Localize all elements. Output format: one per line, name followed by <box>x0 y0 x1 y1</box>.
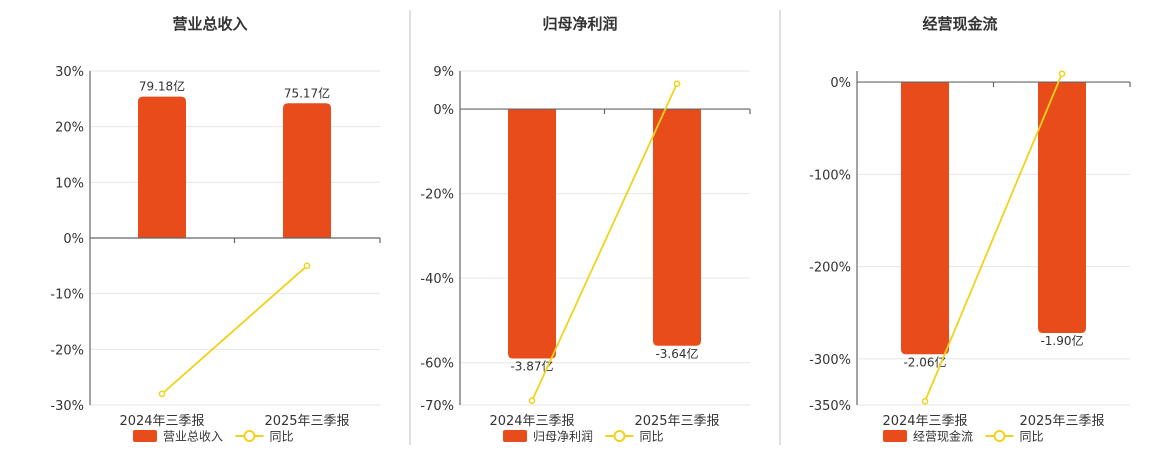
y-tick-label: 10% <box>55 176 84 191</box>
x-tick-label: 2025年三季报 <box>264 414 349 429</box>
x-tick-label: 2025年三季报 <box>1019 414 1104 429</box>
legend-line-label: 同比 <box>640 430 664 444</box>
bar-data-label: -1.90亿 <box>1040 333 1083 348</box>
legend-line-label: 同比 <box>1020 430 1044 444</box>
y-tick-label: -100% <box>809 168 851 183</box>
bar-data-label: -3.64亿 <box>655 346 698 361</box>
y-tick-label: 30% <box>55 65 84 80</box>
y-tick-label: -300% <box>809 353 851 368</box>
y-tick-label: -30% <box>50 399 84 414</box>
yoy-point <box>303 262 311 270</box>
yoy-line <box>531 83 678 402</box>
bar <box>1038 82 1086 334</box>
y-tick-label: -200% <box>809 261 851 276</box>
y-tick-label: -350% <box>809 399 851 414</box>
y-tick-label: 0% <box>433 103 454 118</box>
y-tick-label: 9% <box>433 65 454 80</box>
y-tick-label: 0% <box>63 232 84 247</box>
y-tick-label: -20% <box>420 188 454 203</box>
legend-line-marker <box>613 430 626 442</box>
y-tick-label: -60% <box>420 357 454 372</box>
x-tick-label: 2025年三季报 <box>634 414 719 429</box>
y-tick-label: -20% <box>50 343 84 358</box>
legend-bar-swatch <box>883 430 907 442</box>
legend-bar-label: 归母净利润 <box>533 430 593 444</box>
yoy-point <box>673 80 681 88</box>
chart-panel-2: 归母净利润 9% 0% -20% -40% -60% -70% -3.87亿 -3.64亿 202… <box>420 15 751 444</box>
bar-data-label: -2.06亿 <box>903 354 946 369</box>
yoy-line <box>161 265 308 395</box>
yoy-point <box>921 397 929 405</box>
bar <box>653 109 701 346</box>
chart-title: 归母净利润 <box>542 15 617 33</box>
legend-bar-label: 营业总收入 <box>163 430 223 444</box>
chart-panel-1: 营业总收入 30% 20% 10% 0% -10% -20% -30% 79.18亿 75.17亿… <box>50 15 381 444</box>
yoy-point <box>158 390 166 398</box>
x-tick-label: 2024年三季报 <box>489 414 574 429</box>
yoy-line <box>924 73 1063 402</box>
y-tick-label: 20% <box>55 121 84 136</box>
y-tick-label: -10% <box>50 288 84 303</box>
legend-bar-swatch <box>503 430 527 442</box>
yoy-point <box>1058 70 1066 78</box>
bar <box>138 96 186 239</box>
y-tick-label: -40% <box>420 272 454 287</box>
y-tick-label: 0% <box>830 76 851 91</box>
legend-line-marker <box>993 430 1006 442</box>
legend-bar-label: 经营现金流 <box>913 429 973 444</box>
chart-title: 营业总收入 <box>172 15 247 33</box>
bar <box>508 109 556 359</box>
bar-data-label: -3.87亿 <box>510 358 553 373</box>
yoy-point <box>528 397 536 405</box>
chart-panel-3: 经营现金流 0% -100% -200% -300% -350% -2.06亿 -1.90亿 2… <box>809 15 1131 444</box>
bar <box>901 82 949 355</box>
x-tick-label: 2024年三季报 <box>119 414 204 429</box>
bar-data-label: 75.17亿 <box>284 85 330 100</box>
legend-line-marker <box>243 430 256 442</box>
bar <box>283 103 331 238</box>
y-tick-label: -70% <box>420 399 454 414</box>
legend-bar-swatch <box>133 430 157 442</box>
x-tick-label: 2024年三季报 <box>882 414 967 429</box>
legend-line-label: 同比 <box>270 430 294 444</box>
bar-data-label: 79.18亿 <box>139 79 185 94</box>
chart-title: 经营现金流 <box>922 15 997 33</box>
